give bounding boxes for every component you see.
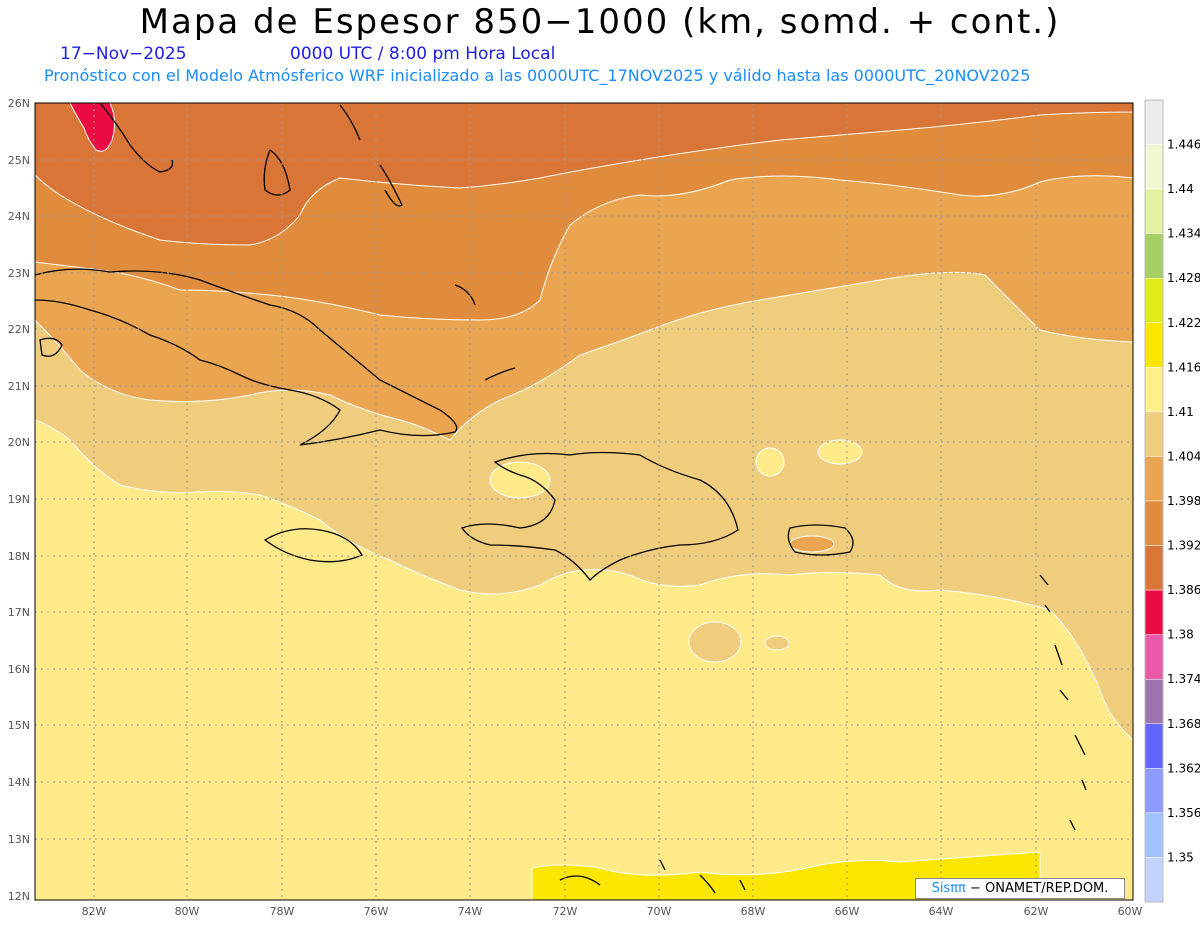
lat-label: 20N <box>8 436 30 449</box>
colorbar-swatch <box>1144 545 1164 591</box>
colorbar-swatch <box>1144 678 1164 725</box>
colorbar-label: 1.38 <box>1167 628 1194 642</box>
band-1398-spot <box>789 535 835 553</box>
colorbar-label: 1.422 <box>1167 316 1200 330</box>
map-title: Mapa de Espesor 850−1000 (km, somd. + co… <box>139 2 1061 42</box>
coast-puerto-rico <box>787 524 854 556</box>
lat-label: 22N <box>8 323 30 336</box>
colorbar-label: 1.35 <box>1167 850 1194 864</box>
lon-label: 76W <box>364 905 389 918</box>
lat-label: 19N <box>8 493 30 506</box>
thickness-fill-layer <box>35 103 1133 900</box>
lon-label: 62W <box>1024 905 1049 918</box>
colorbar-swatch <box>1144 367 1164 413</box>
colorbar-swatch <box>1144 723 1164 769</box>
band-1410-spot <box>755 447 785 477</box>
credit-brand: Sisππ <box>931 881 966 896</box>
colorbar-label: 1.446 <box>1167 138 1200 152</box>
colorbar-label: 1.368 <box>1167 717 1200 731</box>
lat-label: 15N <box>8 719 30 732</box>
coast-cuba <box>35 268 458 446</box>
colorbar-label: 1.398 <box>1167 494 1200 508</box>
colorbar-swatch <box>1144 188 1164 234</box>
coast-bahamas-2 <box>379 164 403 207</box>
lat-label: 17N <box>8 606 30 619</box>
coast-isla-juventud <box>39 337 63 357</box>
colorbar-swatch <box>1144 500 1164 546</box>
colorbar-label: 1.41 <box>1167 405 1194 419</box>
lon-label: 66W <box>835 905 860 918</box>
band-1404-spot <box>764 635 790 651</box>
band-1416 <box>531 851 1041 900</box>
lon-label: 74W <box>458 905 483 918</box>
coast-lesser-antilles <box>1039 574 1087 831</box>
forecast-date: 17−Nov−2025 <box>60 44 187 64</box>
colorbar-label: 1.362 <box>1167 761 1200 775</box>
colorbar-swatch <box>1144 456 1164 502</box>
coast-bahamas-5 <box>484 367 516 381</box>
colorbar-swatch <box>1144 857 1164 903</box>
lon-label: 70W <box>647 905 672 918</box>
colorbar-label: 1.428 <box>1167 271 1200 285</box>
band-1380 <box>69 103 116 152</box>
lon-label: 78W <box>270 905 295 918</box>
colorbar-label: 1.356 <box>1167 806 1200 820</box>
colorbar-frame <box>1144 99 1164 903</box>
colorbar-swatch <box>1144 589 1164 635</box>
colorbar-label: 1.386 <box>1167 583 1200 597</box>
colorbar-label: 1.404 <box>1167 449 1200 463</box>
band-1386 <box>35 103 1133 246</box>
band-1404-spot <box>688 621 742 663</box>
coast-jamaica <box>263 528 363 563</box>
lat-label: 23N <box>8 267 30 280</box>
coast-florida <box>99 103 174 173</box>
coastline-layer <box>35 103 1087 894</box>
lat-label: 13N <box>8 833 30 846</box>
credit-box: Sisππ − ONAMET/REP.DOM. <box>915 878 1125 899</box>
lon-label: 80W <box>175 905 200 918</box>
coast-bahamas-4 <box>454 284 476 306</box>
colorbar-label: 1.392 <box>1167 539 1200 553</box>
lon-label: 68W <box>741 905 766 918</box>
colorbar-swatch <box>1144 233 1164 279</box>
colorbar-label: 1.434 <box>1167 227 1200 241</box>
lat-label: 16N <box>8 663 30 676</box>
colorbar-label: 1.374 <box>1167 672 1200 686</box>
colorbar-swatch <box>1144 99 1164 145</box>
lat-labels: 26N 25N 24N 23N 22N 21N 20N 19N 18N 17N … <box>8 97 30 903</box>
lat-label: 14N <box>8 776 30 789</box>
colorbar-swatch <box>1144 277 1164 324</box>
colorbar-swatch <box>1144 634 1164 680</box>
colorbar-swatch <box>1144 322 1164 368</box>
lat-label: 24N <box>8 210 30 223</box>
lat-label: 25N <box>8 154 30 167</box>
lon-label: 72W <box>553 905 578 918</box>
lon-labels: 82W 80W 78W 76W 74W 72W 70W 68W 66W 64W … <box>82 905 1143 918</box>
lat-label: 18N <box>8 550 30 563</box>
lon-label: 64W <box>929 905 954 918</box>
colorbar: 1.446 1.44 1.434 1.428 1.422 1.416 1.41 1.404 1.… <box>1144 99 1200 903</box>
colorbar-label: 1.416 <box>1167 360 1200 374</box>
colorbar-swatch <box>1144 411 1164 457</box>
colorbar-swatch <box>1144 812 1164 858</box>
lat-label: 21N <box>8 380 30 393</box>
map-frame <box>34 102 1134 901</box>
lon-label: 82W <box>82 905 107 918</box>
colorbar-swatch <box>1144 144 1164 190</box>
credit-text: − ONAMET/REP.DOM. <box>970 881 1109 896</box>
lat-label: 12N <box>8 890 30 903</box>
colorbar-swatch <box>1144 768 1164 814</box>
lat-label: 26N <box>8 97 30 110</box>
graticule <box>35 103 1133 900</box>
colorbar-label: 1.44 <box>1167 182 1194 196</box>
coast-south-america <box>559 859 746 894</box>
forecast-time: 0000 UTC / 8:00 pm Hora Local <box>290 44 556 64</box>
coast-hispaniola <box>460 451 739 581</box>
forecast-note: Pronóstico con el Modelo Atmósferico WRF… <box>44 66 1031 85</box>
lon-label: 60W <box>1118 905 1143 918</box>
coast-bahamas-3 <box>339 104 361 141</box>
band-1410-spot <box>489 461 551 499</box>
band-1410-spot <box>817 439 863 465</box>
